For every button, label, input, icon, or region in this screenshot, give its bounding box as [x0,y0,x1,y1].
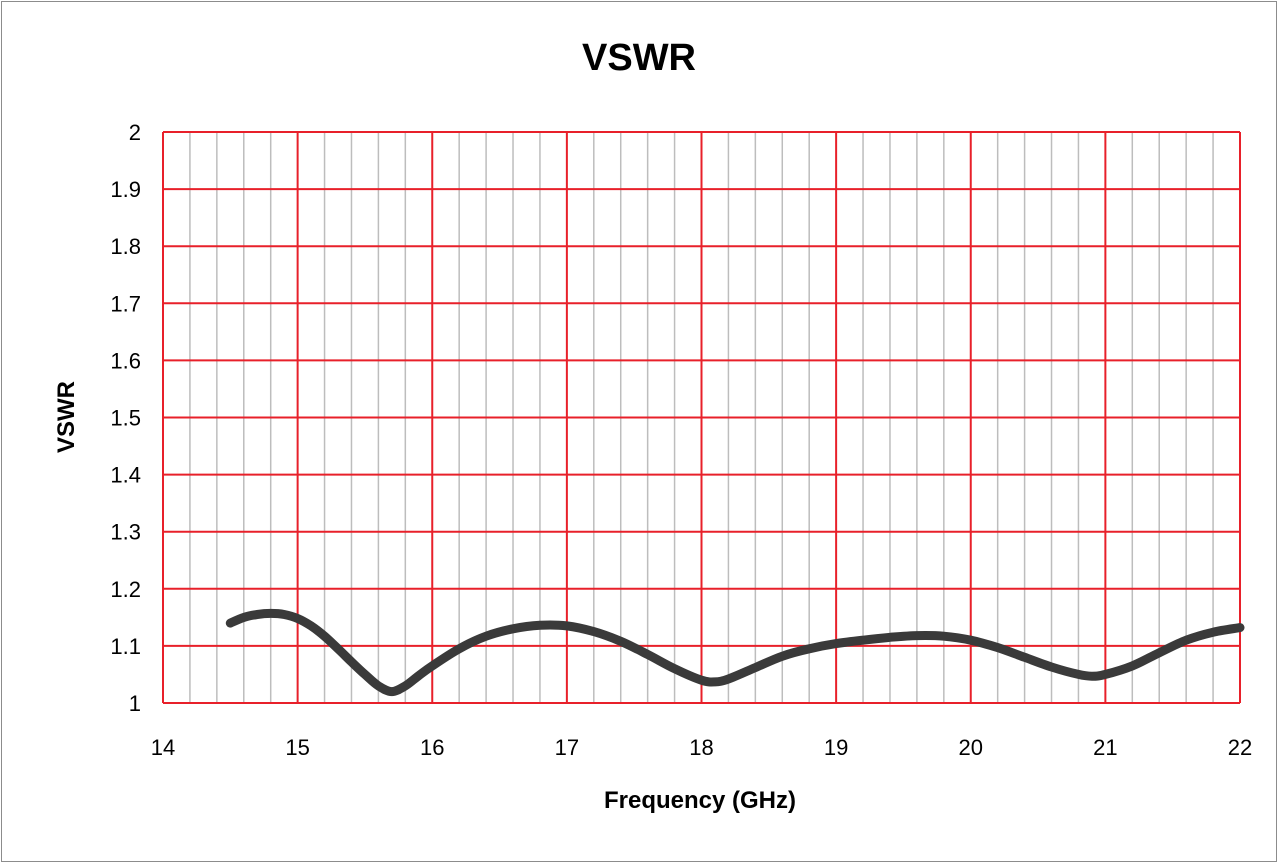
y-tick-label: 1.6 [110,348,141,373]
y-tick-label: 1.5 [110,406,141,431]
y-tick-label: 1.1 [110,634,141,659]
chart-title: VSWR [582,37,696,79]
y-tick-label: 1.4 [110,463,141,488]
x-tick-label: 16 [420,735,444,760]
vswr-series-line [225,608,1245,697]
y-tick-label: 1.9 [110,177,141,202]
x-tick-label: 19 [824,735,848,760]
x-axis-ticks: 14 15 16 17 18 19 20 21 22 [151,735,1252,760]
y-tick-label: 1.7 [110,291,141,316]
x-tick-label: 22 [1228,735,1252,760]
x-tick-label: 18 [689,735,713,760]
x-axis-label: Frequency (GHz) [604,787,796,814]
major-gridlines [162,131,1241,704]
y-tick-label: 1 [129,691,141,716]
y-axis-ticks: 1 1.1 1.2 1.3 1.4 1.5 1.6 1.7 1.8 1.9 2 [110,120,141,716]
x-tick-label: 20 [959,735,983,760]
y-tick-label: 1.2 [110,577,141,602]
x-tick-label: 17 [555,735,579,760]
y-tick-label: 1.3 [110,520,141,545]
x-tick-label: 15 [285,735,309,760]
y-tick-label: 2 [129,120,141,145]
x-tick-label: 14 [151,735,175,760]
y-tick-label: 1.8 [110,234,141,259]
x-tick-label: 21 [1093,735,1117,760]
y-axis-label: VSWR [53,381,80,453]
